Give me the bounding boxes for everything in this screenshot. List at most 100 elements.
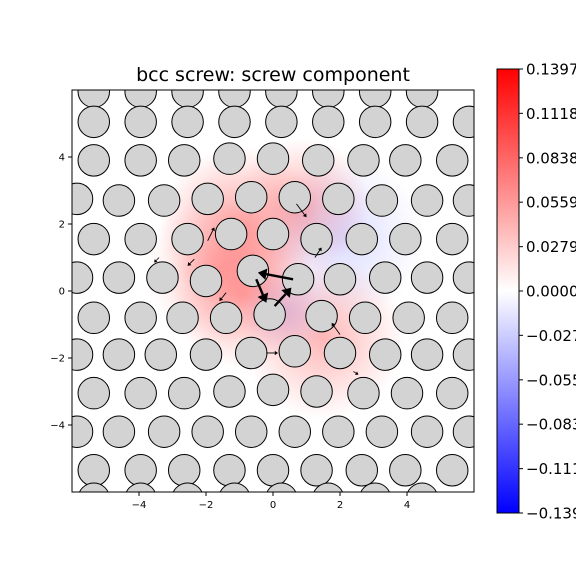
atom-marker bbox=[452, 261, 474, 294]
atom-marker bbox=[124, 301, 157, 335]
atom-marker bbox=[405, 105, 439, 139]
arrow-shaft bbox=[155, 257, 160, 261]
colorbar-tick-label: 0.0559 bbox=[526, 194, 576, 212]
atom-marker bbox=[389, 453, 422, 487]
atom-marker bbox=[253, 298, 286, 331]
atom-marker bbox=[278, 415, 312, 448]
atom-marker bbox=[124, 90, 157, 108]
atom-marker bbox=[435, 376, 469, 410]
atom-marker bbox=[171, 90, 204, 108]
atom-marker bbox=[358, 105, 392, 139]
atom-marker bbox=[124, 144, 157, 177]
atom-marker bbox=[266, 482, 297, 492]
atom-marker bbox=[77, 144, 111, 177]
atom-marker bbox=[410, 261, 444, 294]
atom-marker bbox=[234, 336, 268, 370]
atom-marker bbox=[172, 482, 203, 492]
atom-marker bbox=[124, 105, 157, 139]
atom-marker bbox=[322, 415, 355, 448]
atom-marker bbox=[102, 184, 136, 217]
atom-marker bbox=[166, 301, 199, 335]
atom-marker bbox=[171, 222, 204, 256]
atom-marker bbox=[407, 482, 437, 492]
atom-marker bbox=[389, 222, 422, 256]
atom-marker bbox=[435, 144, 469, 177]
atom-marker bbox=[77, 376, 111, 410]
x-tick-label: 0 bbox=[270, 500, 276, 511]
atom-marker bbox=[312, 90, 345, 108]
atom-marker bbox=[72, 415, 94, 448]
arrow-shaft bbox=[314, 249, 321, 258]
y-tick-label: −2 bbox=[50, 354, 65, 365]
atom-marker bbox=[323, 336, 357, 370]
arrow-shaft bbox=[221, 292, 227, 299]
colorbar-tick-label: 0.0838 bbox=[526, 149, 576, 167]
atom-marker bbox=[72, 261, 94, 294]
colorbar: 0.1397 0.1118 0.0838 0.0559 0.0279 0.0000 −0.0… bbox=[496, 61, 576, 523]
colorbar-tick-label: −0.0838 bbox=[526, 416, 576, 434]
arrow-head bbox=[331, 322, 336, 327]
atom-marker bbox=[347, 144, 380, 177]
atom-marker bbox=[452, 415, 474, 448]
atom-marker bbox=[410, 184, 444, 217]
atom-layer bbox=[72, 90, 474, 492]
atom-marker bbox=[348, 301, 382, 335]
atom-marker bbox=[236, 254, 270, 288]
x-tick-label: −2 bbox=[199, 500, 214, 511]
atom-marker bbox=[323, 263, 357, 296]
atom-marker bbox=[171, 105, 204, 139]
atom-marker bbox=[347, 376, 380, 410]
atom-marker bbox=[256, 142, 290, 175]
atom-marker bbox=[345, 453, 379, 487]
y-tick-label: 4 bbox=[59, 153, 65, 164]
atom-marker bbox=[72, 182, 94, 216]
y-tick-label: 2 bbox=[59, 220, 65, 231]
atom-marker bbox=[124, 453, 157, 487]
atom-marker bbox=[365, 184, 399, 217]
atom-marker bbox=[452, 338, 474, 371]
x-tick-label: −4 bbox=[132, 500, 147, 511]
arrow-head bbox=[219, 297, 224, 302]
atom-marker bbox=[147, 184, 181, 217]
atom-marker bbox=[234, 415, 268, 448]
atom-marker bbox=[77, 90, 111, 108]
y-tick-label: −4 bbox=[50, 421, 65, 432]
atom-marker bbox=[77, 222, 111, 256]
displacement-arrow bbox=[353, 371, 359, 375]
colorbar-tick-label: −0.0559 bbox=[526, 371, 576, 389]
arrow-head bbox=[274, 350, 279, 356]
atom-marker bbox=[218, 105, 251, 139]
atom-marker bbox=[102, 338, 136, 371]
atom-marker bbox=[368, 338, 402, 371]
x-axis-ticks: −4 −2 0 2 4 bbox=[132, 492, 410, 511]
arrow-head bbox=[257, 268, 268, 280]
displacement-arrow bbox=[266, 350, 279, 356]
atom-marker bbox=[312, 105, 345, 139]
colorbar-tick-label: −0.1118 bbox=[526, 460, 576, 478]
atom-marker bbox=[278, 180, 312, 214]
atom-marker bbox=[358, 90, 392, 108]
arrow-shaft bbox=[333, 325, 341, 335]
atom-marker bbox=[78, 482, 109, 492]
atom-marker bbox=[281, 263, 315, 296]
atom-marker bbox=[313, 482, 344, 492]
atom-marker bbox=[191, 182, 224, 216]
displacement-arrow bbox=[255, 278, 269, 303]
atom-marker bbox=[124, 376, 157, 410]
atom-marker bbox=[189, 338, 223, 371]
atom-marker bbox=[405, 90, 439, 108]
arrow-shaft bbox=[266, 273, 294, 281]
arrow-head bbox=[210, 227, 215, 232]
atom-marker bbox=[300, 453, 333, 487]
atom-marker bbox=[265, 90, 298, 108]
atom-marker bbox=[189, 264, 223, 298]
atom-marker bbox=[300, 375, 333, 408]
atom-marker bbox=[389, 144, 422, 177]
atom-marker bbox=[300, 222, 333, 256]
atom-marker bbox=[410, 338, 444, 371]
atom-marker bbox=[392, 301, 425, 335]
atom-marker bbox=[213, 142, 246, 175]
arrow-shaft bbox=[207, 230, 214, 241]
arrow-head bbox=[281, 287, 292, 298]
